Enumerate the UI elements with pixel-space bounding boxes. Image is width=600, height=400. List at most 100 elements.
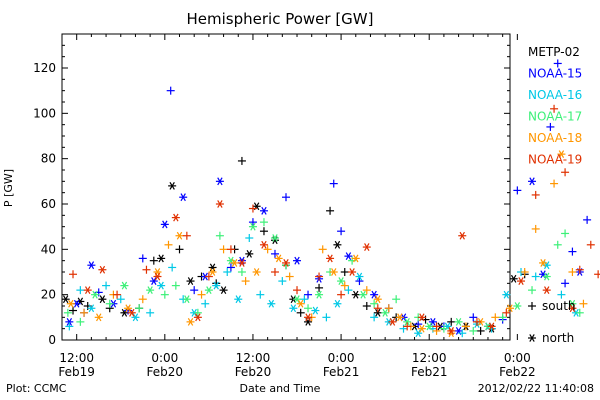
data-point-south [513, 186, 522, 195]
data-point-south [502, 308, 511, 317]
marker-stroke [290, 304, 297, 313]
data-point-north [270, 234, 279, 242]
data-point-south [337, 227, 346, 236]
data-point-south [370, 299, 379, 308]
data-point-north [289, 304, 298, 313]
data-point-north [417, 324, 426, 333]
data-point-south [248, 204, 257, 213]
data-point-north [168, 181, 177, 190]
marker-stroke [364, 243, 370, 251]
data-point-north [447, 327, 456, 335]
data-point-south [263, 245, 272, 254]
marker-stroke [217, 177, 223, 186]
data-point-south [531, 190, 540, 199]
marker-stroke [92, 290, 98, 299]
data-point-north [120, 281, 129, 290]
marker-stroke [158, 254, 164, 263]
marker-stroke [529, 334, 535, 342]
marker-stroke [331, 268, 337, 276]
data-point-south [142, 265, 151, 274]
data-point-south [304, 304, 313, 313]
marker-stroke [371, 290, 377, 299]
marker-stroke [459, 231, 465, 240]
data-point-north [513, 302, 522, 310]
marker-stroke [129, 308, 135, 317]
marker-stroke [353, 290, 359, 299]
data-point-north [98, 295, 107, 304]
data-point-south [557, 290, 566, 299]
marker-stroke [96, 313, 102, 322]
marker-stroke [68, 299, 74, 308]
data-point-south [439, 324, 448, 333]
data-point-north [304, 317, 313, 326]
marker-stroke [187, 277, 194, 285]
marker-stroke [415, 329, 421, 338]
legend-entry: NOAA-18 [528, 131, 582, 145]
data-point-south [491, 313, 500, 322]
marker-stroke [518, 277, 524, 285]
marker-stroke [154, 272, 161, 281]
marker-stroke [404, 317, 410, 326]
data-point-north [395, 313, 404, 322]
data-point-south [403, 322, 412, 331]
data-point-north [208, 268, 217, 276]
marker-stroke [261, 240, 267, 249]
data-point-north [333, 240, 342, 249]
data-point-south [561, 279, 570, 288]
data-point-south [579, 299, 588, 308]
data-point-south [259, 218, 268, 227]
data-point-south [300, 295, 309, 304]
data-point-north [215, 177, 224, 186]
data-point-north [124, 304, 133, 313]
marker-stroke [334, 299, 341, 308]
marker-stroke [220, 286, 227, 295]
data-point-north [160, 220, 169, 229]
marker-stroke [195, 313, 201, 322]
data-point-south [447, 317, 456, 326]
marker-stroke [73, 299, 80, 308]
x-tick-label-time: 12:00 [59, 351, 94, 365]
series-noaa-19 [69, 104, 600, 335]
data-point-north [333, 299, 342, 308]
data-point-north [219, 286, 228, 295]
marker-stroke [360, 290, 366, 299]
data-point-south [322, 313, 331, 322]
data-point-north [502, 290, 511, 299]
data-point-south [594, 270, 600, 279]
marker-stroke [180, 193, 186, 202]
data-point-south [116, 295, 125, 304]
north-marker-icon [528, 334, 536, 342]
marker-stroke [540, 259, 546, 267]
data-point-south [414, 320, 423, 329]
marker-stroke [544, 261, 550, 270]
data-point-north [293, 295, 302, 304]
marker-stroke [261, 206, 267, 215]
data-point-north [215, 200, 224, 208]
data-point-north [259, 206, 268, 215]
data-point-north [381, 308, 390, 317]
x-tick-label-time: 0:00 [151, 351, 178, 365]
legend-entry: NOAA-19 [528, 153, 582, 167]
x-tick-label-date: Feb21 [411, 365, 448, 379]
south-marker-icon [528, 302, 536, 310]
marker-stroke [356, 272, 363, 281]
data-point-south [69, 270, 78, 279]
data-point-north [315, 290, 324, 299]
data-point-north [212, 281, 221, 290]
y-tick-label: 120 [33, 61, 56, 75]
data-point-north [528, 177, 537, 186]
data-point-south [197, 290, 206, 299]
marker-stroke [268, 299, 275, 308]
marker-stroke [176, 231, 183, 240]
series-legend: METP-02 NOAA-15 NOAA-16 NOAA-17 NOAA-18 NOAA-… [528, 45, 582, 167]
data-point-north [153, 268, 162, 276]
marker-stroke [62, 295, 69, 304]
data-point-south [146, 308, 155, 317]
data-point-north [186, 277, 195, 285]
marker-stroke [297, 299, 304, 308]
data-point-south [138, 295, 147, 304]
marker-stroke [147, 286, 153, 295]
data-point-north [83, 286, 92, 295]
marker-stroke [231, 259, 238, 267]
